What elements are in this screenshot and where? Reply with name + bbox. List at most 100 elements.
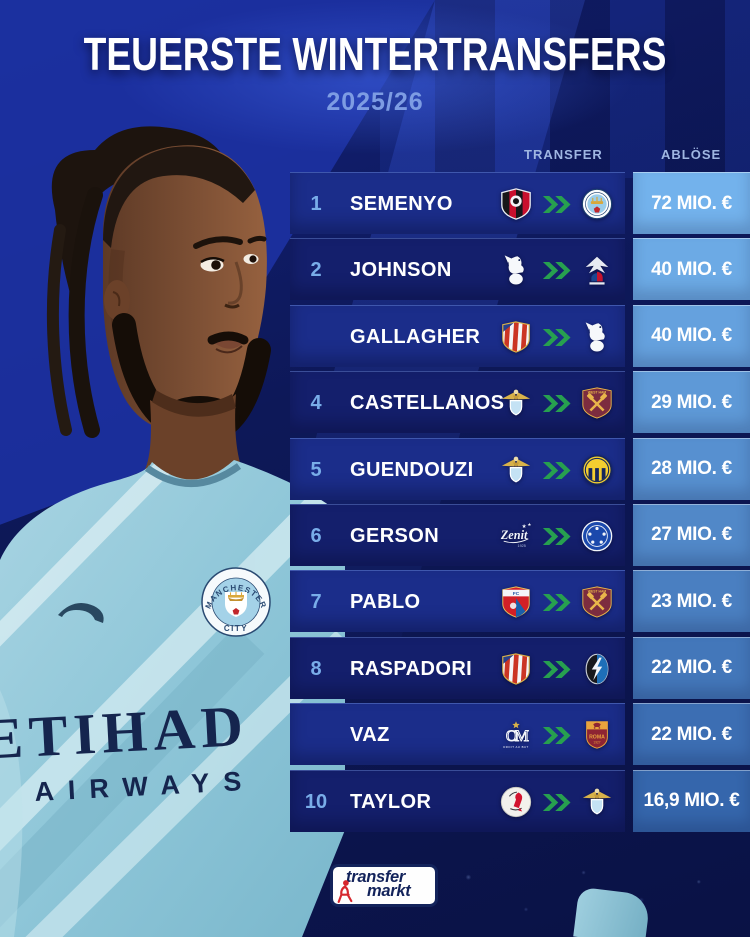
player-name: GALLAGHER: [350, 325, 481, 348]
player-face: [103, 145, 271, 492]
player-name: JOHNSON: [350, 259, 452, 282]
player-cell: 6 GERSON Zenit ★ ★ 1925: [290, 503, 625, 566]
transfer-arrow-icon: [542, 196, 571, 213]
crystal-palace-badge: [580, 253, 614, 287]
transfermarkt-logo: transfer markt: [330, 864, 438, 907]
transfer-arrow-icon: [542, 527, 571, 545]
player-cell: 7 PABLO FC WEST HAM: [290, 570, 625, 633]
atalanta-badge: [580, 652, 614, 686]
marseille-badge: OM DROIT AU BUT: [499, 718, 533, 752]
svg-text:★: ★: [527, 522, 531, 527]
player-cell: 8 RASPADORI: [290, 636, 625, 699]
transfer-arrow-icon: [542, 727, 571, 745]
rank-number: [290, 704, 342, 766]
transfer-fee: 27 MIO. €: [633, 503, 750, 566]
rank-number: 4: [310, 392, 322, 415]
man-city-badge: [580, 187, 614, 221]
svg-text:1925: 1925: [517, 544, 525, 548]
player-name: TAYLOR: [350, 790, 432, 813]
lazio-badge: [580, 785, 614, 819]
rank-number: 6: [310, 524, 322, 547]
player-name: SEMENYO: [350, 193, 453, 215]
rank-number: 5: [310, 458, 322, 481]
gil-vicente-badge: FC: [499, 585, 533, 619]
transfer-table: 1 SEMENYO 72 MIO. € 2 JOHNSON 40 MIO. €: [290, 172, 750, 836]
roma-badge: ROMA 1927: [580, 718, 614, 752]
cruzeiro-badge: [580, 519, 614, 553]
transfer-arrow-icon: [542, 793, 571, 811]
transfer-fee: 40 MIO. €: [633, 238, 750, 301]
lazio-badge: [499, 453, 533, 487]
west-ham-badge: WEST HAM: [580, 386, 614, 420]
table-row: 2 JOHNSON 40 MIO. €: [290, 238, 750, 301]
table-row: 6 GERSON Zenit ★ ★ 1925 27 MIO. €: [290, 503, 750, 566]
ajax-badge: [499, 785, 533, 819]
svg-text:OM: OM: [506, 728, 529, 745]
player-cell: 10 TAYLOR: [290, 769, 625, 832]
title-glow: [115, 0, 635, 155]
column-header-transfer: TRANSFER: [524, 147, 603, 162]
logo-text-top: transfer: [346, 868, 406, 886]
logo-text-bottom: markt: [367, 882, 411, 900]
table-row: 7 PABLO FC WEST HAM 23 MIO. €: [290, 570, 750, 633]
transfer-arrow-icon: [542, 660, 571, 678]
svg-text:DROIT AU BUT: DROIT AU BUT: [503, 745, 528, 749]
transfer-fee: 16,9 MIO. €: [633, 769, 750, 832]
rank-number: 1: [310, 193, 322, 215]
transfer-fee: 28 MIO. €: [633, 437, 750, 500]
page-title: TEUERSTE WINTERTRANSFERS: [83, 29, 667, 81]
player-photo: MANCHESTER CITY ETIHAD AIRWAYS: [0, 126, 345, 937]
svg-text:1927: 1927: [593, 741, 600, 745]
fenerbahce-badge: [580, 453, 614, 487]
rank-number: 2: [310, 259, 322, 282]
svg-text:WEST HAM: WEST HAM: [588, 391, 607, 395]
transfer-arrow-icon: [542, 328, 571, 346]
column-header-fee: ABLÖSE: [661, 147, 722, 162]
player-cell: GALLAGHER: [290, 304, 625, 368]
player-shirt: MANCHESTER CITY ETIHAD AIRWAYS: [0, 460, 345, 937]
table-row: 8 RASPADORI 22 MIO. €: [290, 636, 750, 699]
player-cell: 1 SEMENYO: [290, 172, 625, 234]
table-row: GALLAGHER 40 MIO. €: [290, 304, 750, 368]
player-cell: VAZ OM DROIT AU BUT ROMA 1927: [290, 703, 625, 766]
rank-number: [290, 306, 342, 368]
tottenham-badge: [580, 320, 614, 354]
atletico-madrid-badge: [499, 320, 533, 354]
player-cell: 2 JOHNSON: [290, 238, 625, 301]
player-name: CASTELLANOS: [350, 392, 505, 415]
transfer-arrow-icon: [542, 262, 571, 280]
lazio-badge: [499, 386, 533, 420]
rank-number: 7: [310, 591, 322, 614]
player-name: PABLO: [350, 591, 421, 614]
transfer-fee: 23 MIO. €: [633, 570, 750, 633]
player-name: RASPADORI: [350, 657, 473, 680]
table-row: 1 SEMENYO 72 MIO. €: [290, 172, 750, 234]
transfer-fee: 22 MIO. €: [633, 703, 750, 766]
player-name: VAZ: [350, 724, 390, 747]
zenit-badge: Zenit ★ ★ 1925: [499, 519, 533, 553]
rank-number: 10: [304, 790, 328, 813]
player-cell: 4 CASTELLANOS WEST HAM: [290, 371, 625, 434]
transfer-fee: 22 MIO. €: [633, 636, 750, 699]
svg-text:Zenit: Zenit: [500, 528, 528, 542]
shirt-sponsor-text: ETIHAD: [0, 693, 250, 772]
player-name: GERSON: [350, 524, 440, 547]
transfer-fee: 40 MIO. €: [633, 304, 750, 367]
tottenham-badge: [499, 253, 533, 287]
svg-text:FC: FC: [513, 591, 520, 597]
table-row: 4 CASTELLANOS WEST HAM 29 MIO. €: [290, 371, 750, 434]
transfer-arrow-icon: [542, 395, 571, 413]
rank-number: 8: [310, 657, 322, 680]
bournemouth-badge: [499, 187, 533, 221]
west-ham-badge: WEST HAM: [580, 585, 614, 619]
player-name: GUENDOUZI: [350, 458, 474, 481]
table-row: 10 TAYLOR 16,9 MIO. €: [290, 769, 750, 832]
transfer-arrow-icon: [542, 461, 571, 479]
svg-text:WEST HAM: WEST HAM: [588, 590, 607, 594]
svg-text:★: ★: [522, 523, 527, 530]
transfer-arrow-icon: [542, 594, 571, 612]
table-row: VAZ OM DROIT AU BUT ROMA 1927 22 MIO. €: [290, 703, 750, 766]
table-row: 5 GUENDOUZI 28 MIO. €: [290, 437, 750, 500]
atletico-madrid-badge: [499, 652, 533, 686]
transfer-fee: 29 MIO. €: [633, 371, 750, 434]
